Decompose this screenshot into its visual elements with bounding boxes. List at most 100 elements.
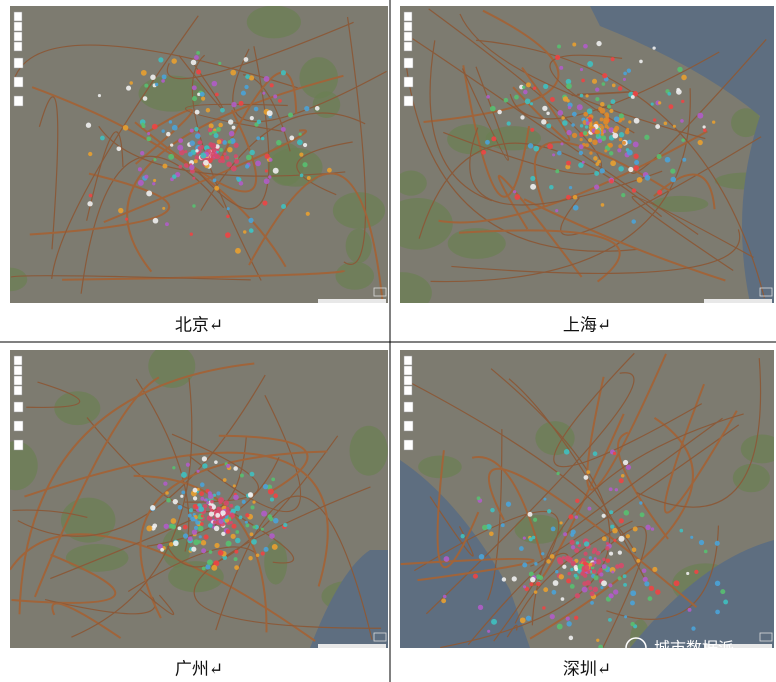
- station-dot: [686, 571, 690, 576]
- station-dot: [245, 523, 250, 528]
- zoom-control[interactable]: [403, 385, 413, 396]
- watermark-icon: [625, 637, 647, 659]
- map-tool-button[interactable]: [403, 95, 414, 107]
- station-dot: [189, 168, 195, 174]
- station-dot: [298, 132, 302, 136]
- station-dot: [161, 74, 167, 80]
- station-dot: [570, 529, 576, 535]
- station-dot: [224, 510, 230, 516]
- station-dot: [697, 112, 704, 119]
- station-dot: [541, 552, 545, 556]
- station-dot: [609, 151, 614, 156]
- station-dot: [596, 133, 600, 137]
- station-dot: [177, 144, 184, 151]
- zoom-control[interactable]: [13, 385, 23, 396]
- station-dot: [533, 590, 538, 594]
- station-dot: [533, 145, 540, 152]
- station-dot: [241, 499, 246, 504]
- zoom-control[interactable]: [13, 355, 23, 366]
- station-dot: [206, 559, 213, 566]
- zoom-control[interactable]: [13, 21, 23, 32]
- station-dot: [218, 61, 222, 65]
- zoom-control[interactable]: [403, 11, 413, 22]
- map-tool-button[interactable]: [403, 76, 414, 88]
- station-dot: [177, 504, 183, 510]
- station-dot: [166, 131, 171, 137]
- station-dot: [202, 504, 208, 509]
- zoom-control[interactable]: [403, 21, 413, 32]
- zoom-control[interactable]: [403, 365, 413, 376]
- station-dot: [608, 142, 613, 148]
- zoom-control[interactable]: [403, 31, 413, 42]
- station-dot: [180, 471, 187, 478]
- station-dot: [193, 55, 199, 61]
- zoom-control[interactable]: [13, 41, 23, 52]
- station-dot: [592, 586, 599, 593]
- zoom-control[interactable]: [403, 355, 413, 366]
- station-dot: [211, 80, 218, 87]
- station-dot: [550, 526, 556, 532]
- station-dot: [478, 554, 485, 560]
- station-dot: [588, 586, 593, 591]
- map-controls: [13, 355, 24, 451]
- station-dot: [144, 83, 149, 88]
- map-tool-button[interactable]: [403, 401, 414, 413]
- station-dot: [690, 535, 694, 539]
- station-dot: [210, 499, 214, 504]
- map-tool-button[interactable]: [13, 57, 24, 69]
- map-caption: 广州↵: [175, 660, 223, 680]
- zoom-control[interactable]: [13, 365, 23, 376]
- map-tool-button[interactable]: [13, 76, 24, 88]
- road: [13, 44, 298, 89]
- map-tool-button[interactable]: [403, 439, 414, 451]
- attribution: [318, 299, 386, 303]
- zoom-control[interactable]: [13, 11, 23, 22]
- green-area: [161, 529, 191, 568]
- zoom-control[interactable]: [13, 31, 23, 42]
- zoom-control[interactable]: [403, 41, 413, 52]
- road: [508, 378, 645, 578]
- station-dot: [594, 121, 599, 125]
- station-dot: [140, 69, 147, 76]
- road: [221, 71, 298, 157]
- station-dot: [249, 471, 255, 477]
- station-dot: [146, 190, 153, 197]
- map-tool-button[interactable]: [13, 95, 24, 107]
- road: [630, 39, 767, 174]
- station-dot: [720, 589, 726, 595]
- station-dot: [212, 520, 216, 524]
- map-tool-button[interactable]: [403, 420, 414, 432]
- zoom-control[interactable]: [403, 375, 413, 386]
- station-dot: [213, 133, 219, 139]
- station-dot: [278, 99, 282, 103]
- station-dot: [583, 551, 588, 556]
- zoom-control[interactable]: [13, 375, 23, 386]
- station-dot: [137, 179, 144, 186]
- station-dot: [582, 581, 588, 586]
- station-dot: [268, 157, 273, 162]
- station-dot: [552, 153, 556, 157]
- station-dot: [223, 152, 227, 156]
- station-dot: [551, 589, 557, 595]
- station-dot: [503, 97, 509, 103]
- station-dot: [632, 91, 639, 97]
- station-dot: [178, 138, 184, 143]
- station-dot: [486, 95, 490, 99]
- station-dot: [528, 571, 534, 577]
- station-dot: [85, 122, 92, 128]
- map-tool-button[interactable]: [403, 57, 414, 69]
- station-dot: [262, 484, 269, 490]
- station-dot: [530, 576, 536, 583]
- station-dot: [610, 524, 615, 529]
- station-dot: [567, 105, 572, 110]
- green-area: [268, 147, 323, 187]
- road: [565, 417, 723, 535]
- road: [531, 413, 744, 626]
- map-tool-button[interactable]: [13, 420, 24, 432]
- map-tool-button[interactable]: [13, 439, 24, 451]
- map-tool-button[interactable]: [13, 401, 24, 413]
- station-dot: [125, 217, 129, 221]
- station-dot: [632, 658, 637, 663]
- station-dot: [162, 163, 168, 169]
